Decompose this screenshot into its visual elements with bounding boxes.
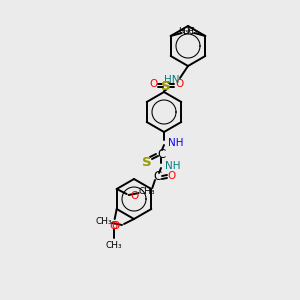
Text: S: S: [161, 80, 171, 92]
Text: O: O: [175, 79, 183, 89]
Text: O: O: [130, 191, 139, 201]
Text: H₃C: H₃C: [178, 28, 195, 37]
Text: O: O: [110, 221, 118, 231]
Text: CH₃: CH₃: [182, 28, 198, 37]
Text: O: O: [112, 221, 120, 231]
Text: O: O: [168, 171, 176, 181]
Text: O: O: [149, 79, 157, 89]
Text: S: S: [142, 155, 152, 169]
Text: CH₃: CH₃: [105, 241, 122, 250]
Text: C: C: [154, 170, 162, 184]
Text: NH: NH: [165, 161, 181, 171]
Text: CH₃: CH₃: [138, 188, 155, 196]
Text: NH: NH: [168, 138, 184, 148]
Text: CH₃: CH₃: [96, 218, 112, 226]
Text: HN: HN: [164, 75, 180, 85]
Text: C: C: [157, 148, 165, 160]
